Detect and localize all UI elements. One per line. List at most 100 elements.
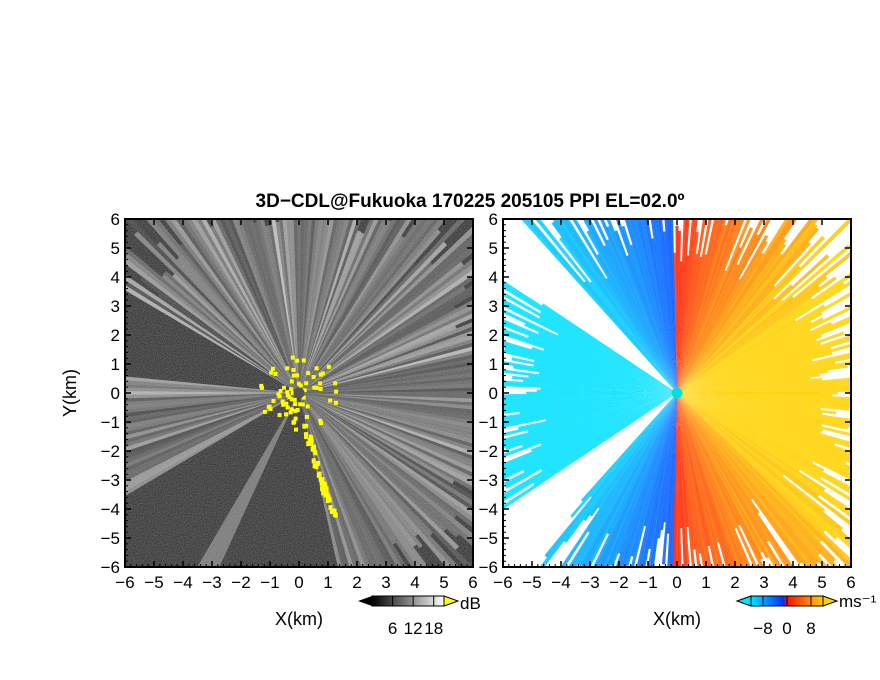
reflectivity-ray: [293, 219, 299, 393]
reflectivity-ray: [299, 219, 408, 393]
reflectivity-ray: [299, 391, 473, 395]
velocity-ray: [677, 219, 751, 393]
high-echo-cell: [333, 512, 338, 518]
reflectivity-ray: [299, 262, 433, 393]
velocity-ray: [557, 333, 677, 393]
velocity-ray: [677, 393, 825, 472]
velocity-ray: [533, 364, 677, 393]
reflectivity-ray: [299, 393, 473, 492]
reflectivity-ray: [299, 229, 441, 393]
y-tick-label: −1: [101, 413, 120, 432]
high-echo-cell: [324, 486, 329, 492]
y-axis-label: Y(km): [60, 369, 80, 417]
high-echo-cell: [333, 381, 338, 386]
colorbar-low-arrow: [735, 595, 752, 607]
velocity-ray: [677, 393, 737, 529]
velocity-ray: [677, 219, 718, 393]
reflectivity-ray: [125, 393, 299, 421]
high-echo-cell: [301, 358, 306, 363]
high-echo-cell: [289, 379, 294, 384]
reflectivity-ray: [299, 219, 331, 393]
velocity-ray: [677, 393, 770, 543]
reflectivity-ray: [299, 393, 455, 484]
high-echo-cell: [333, 400, 338, 405]
high-echo-cell: [285, 405, 290, 410]
velocity-ray: [677, 393, 850, 411]
high-echo-cell: [306, 371, 311, 376]
velocity-ray: [677, 393, 851, 428]
y-tick-label: 4: [489, 268, 498, 287]
velocity-ray: [677, 275, 828, 393]
velocity-ray: [503, 291, 677, 393]
velocity-ray: [568, 393, 677, 567]
y-tick-label: 0: [111, 384, 120, 403]
velocity-ray: [677, 393, 838, 540]
velocity-ray: [677, 393, 851, 518]
reflectivity-ray: [299, 393, 473, 465]
velocity-ray: [677, 393, 851, 401]
velocity-ray: [538, 372, 677, 393]
reflectivity-ray: [299, 219, 447, 393]
reflectivity-ray: [299, 393, 473, 406]
high-echo-cell: [293, 408, 298, 413]
velocity-ray: [677, 393, 851, 550]
velocity-ray: [677, 219, 794, 393]
reflectivity-ray: [299, 393, 473, 410]
high-echo-cell: [314, 385, 319, 390]
reflectivity-ray: [299, 230, 362, 393]
velocity-ray: [677, 393, 823, 415]
x-tick-label: −5: [144, 573, 163, 592]
velocity-ray: [593, 393, 677, 567]
reflectivity-ray: [299, 393, 473, 541]
colorbar-unit: dB: [460, 594, 481, 613]
reflectivity-ray: [253, 222, 299, 393]
velocity-ray: [667, 393, 677, 567]
velocity-ray: [677, 219, 727, 393]
velocity-ray: [677, 227, 754, 393]
velocity-ray: [677, 393, 826, 492]
velocity-ray: [677, 219, 696, 393]
velocity-ray: [647, 393, 677, 567]
velocity-ray: [677, 219, 721, 393]
y-tick-label: −4: [101, 500, 120, 519]
velocity-ray: [589, 281, 677, 393]
high-echo-cell: [319, 480, 324, 486]
reflectivity-ray: [299, 232, 365, 393]
reflectivity-ray: [299, 393, 473, 399]
velocity-ray: [615, 393, 677, 567]
velocity-ray: [677, 312, 823, 393]
x-tick-label: −6: [115, 573, 134, 592]
velocity-ray: [512, 375, 677, 393]
colorbar-ticks: 6 12 18: [388, 596, 443, 638]
velocity-ray: [657, 393, 677, 539]
reflectivity-ray: [299, 313, 473, 393]
reflectivity-ray: [299, 219, 413, 393]
high-echo-cell: [289, 407, 294, 412]
velocity-ray: [677, 256, 702, 393]
velocity-ray: [677, 219, 765, 393]
velocity-ray: [677, 284, 821, 393]
reflectivity-ray: [299, 393, 473, 469]
velocity-ray: [677, 285, 776, 393]
x-tick-label: −3: [580, 573, 599, 592]
reflectivity-ray: [299, 325, 457, 393]
reflectivity-ray: [299, 219, 350, 393]
high-echo-cell: [271, 399, 276, 404]
velocity-ray: [503, 302, 677, 393]
x-tick-label: 0: [294, 573, 303, 592]
velocity-ray: [621, 393, 677, 567]
reflectivity-ray: [299, 219, 338, 393]
reflectivity-ray: [125, 274, 299, 393]
reflectivity-ray: [172, 273, 299, 393]
velocity-ray: [677, 393, 851, 403]
high-echo-cell: [326, 364, 331, 369]
reflectivity-ray: [232, 219, 299, 393]
x-tick-label: 5: [817, 573, 826, 592]
high-echo-cell: [318, 372, 323, 377]
reflectivity-ray: [156, 241, 299, 393]
high-echo-cell: [309, 440, 314, 446]
velocity-ray: [677, 393, 851, 565]
high-echo-cell: [322, 481, 327, 487]
velocity-ray: [677, 298, 775, 393]
